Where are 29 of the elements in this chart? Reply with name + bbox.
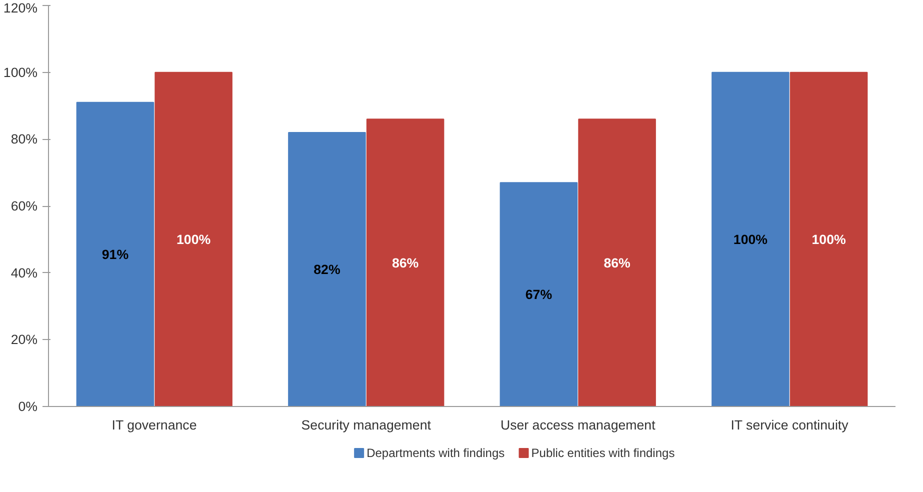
data-label: 100% bbox=[812, 232, 846, 247]
bar bbox=[288, 132, 366, 406]
data-label: 86% bbox=[604, 255, 631, 270]
bar bbox=[366, 118, 444, 406]
x-tick-label: IT governance bbox=[112, 418, 197, 432]
bar bbox=[790, 72, 868, 406]
bar bbox=[500, 182, 578, 406]
data-label: 91% bbox=[102, 246, 129, 262]
bar bbox=[76, 102, 154, 406]
y-tick-label: 40% bbox=[10, 265, 38, 280]
x-tick-label: Security management bbox=[301, 418, 432, 432]
legend-label: Public entities with findings bbox=[531, 446, 675, 460]
legend-label: Departments with findings bbox=[366, 446, 505, 460]
bar bbox=[154, 72, 232, 406]
data-label: 100% bbox=[733, 232, 768, 247]
x-tick-label: User access management bbox=[500, 418, 656, 432]
data-label: 86% bbox=[392, 255, 419, 270]
y-tick-label: 60% bbox=[10, 198, 38, 214]
y-tick-label: 20% bbox=[10, 332, 38, 348]
x-tick-label: IT service continuity bbox=[730, 418, 849, 432]
data-label: 100% bbox=[176, 232, 211, 247]
y-tick-label: 100% bbox=[3, 64, 38, 80]
bar bbox=[578, 118, 656, 406]
bar bbox=[712, 72, 790, 406]
y-tick-label: 80% bbox=[10, 132, 38, 147]
data-label: 67% bbox=[525, 287, 552, 302]
y-tick-label: 120% bbox=[3, 0, 38, 16]
y-tick-label: 0% bbox=[18, 399, 38, 414]
data-label: 82% bbox=[314, 262, 340, 277]
